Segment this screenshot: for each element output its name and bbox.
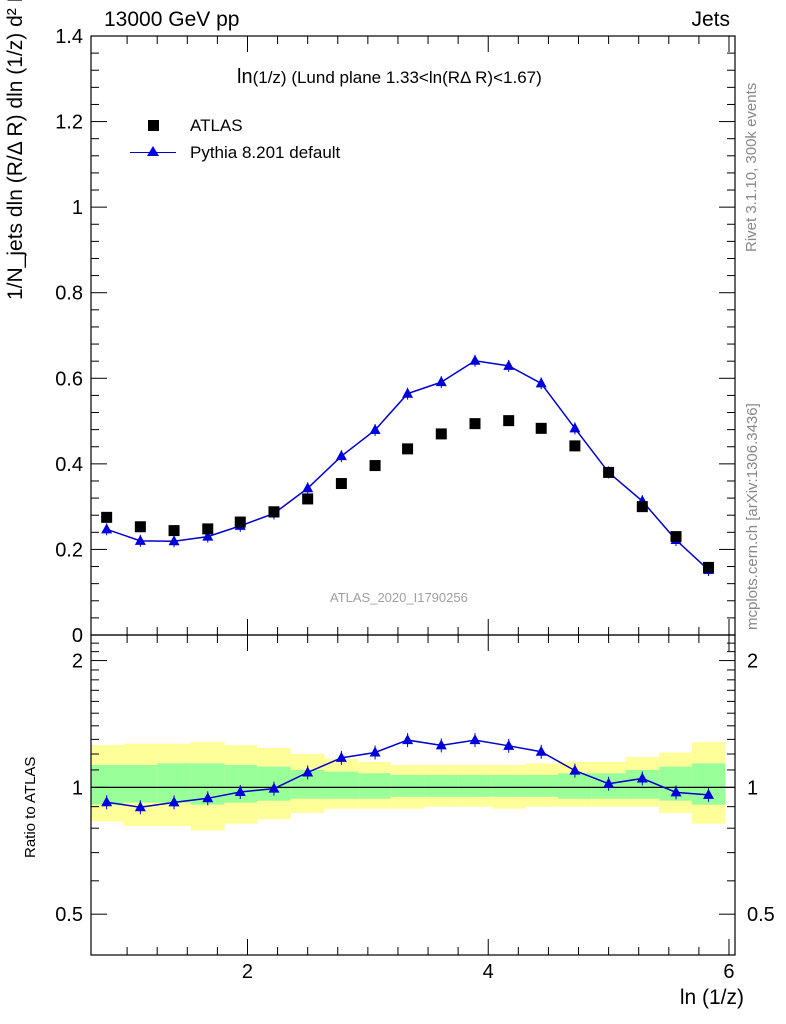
ratio-y-tick-label: 1 bbox=[72, 777, 83, 799]
pythia-point bbox=[302, 482, 314, 493]
ratio-y-tick-label-right: 1 bbox=[747, 777, 758, 799]
y-tick-label: 0.6 bbox=[55, 368, 83, 390]
ratio-point bbox=[636, 772, 648, 783]
atlas-point bbox=[469, 418, 481, 430]
atlas-point bbox=[268, 506, 280, 518]
ratio-point bbox=[335, 751, 347, 762]
atlas-point bbox=[134, 521, 146, 533]
uncertainty-band-inner bbox=[458, 774, 492, 797]
annotation-prefix-sub: (1/z) bbox=[252, 68, 287, 87]
atlas-point bbox=[603, 466, 615, 478]
uncertainty-band-inner bbox=[324, 771, 359, 799]
atlas-point bbox=[369, 460, 381, 472]
uncertainty-band-inner bbox=[123, 765, 158, 803]
analysis-id: ATLAS_2020_I1790256 bbox=[330, 590, 468, 605]
ratio-point bbox=[535, 745, 547, 756]
y-tick-label: 0.4 bbox=[55, 454, 83, 476]
pythia-point bbox=[168, 535, 180, 546]
atlas-point bbox=[636, 501, 648, 513]
ratio-point bbox=[603, 777, 615, 788]
x-tick-label: 6 bbox=[723, 961, 734, 983]
legend-label-pythia: Pythia 8.201 default bbox=[190, 142, 341, 162]
ratio-panel-frame bbox=[90, 634, 736, 956]
uncertainty-band-inner bbox=[224, 765, 258, 803]
atlas-point bbox=[335, 478, 347, 490]
y-axis-label-bottom: Ratio to ATLAS bbox=[22, 756, 39, 858]
ratio-point bbox=[134, 801, 146, 812]
atlas-point bbox=[101, 511, 113, 523]
atlas-point bbox=[234, 516, 246, 528]
ratio-point bbox=[369, 746, 381, 757]
ratio-point bbox=[101, 796, 113, 807]
ratio-y-tick-label: 0.5 bbox=[55, 904, 83, 926]
square-marker-icon bbox=[140, 116, 180, 136]
pythia-point bbox=[569, 422, 581, 433]
ratio-point bbox=[670, 786, 682, 797]
x-axis-label: ln (1/z) bbox=[679, 986, 744, 1009]
ratio-point bbox=[503, 739, 515, 750]
uncertainty-band-inner bbox=[358, 773, 391, 799]
atlas-point bbox=[168, 525, 180, 537]
atlas-point bbox=[670, 531, 682, 543]
atlas-point bbox=[302, 493, 314, 505]
uncertainty-band-inner bbox=[491, 774, 526, 797]
y-tick-label: 1.2 bbox=[55, 112, 83, 134]
x-tick-label: 2 bbox=[242, 961, 253, 983]
atlas-point bbox=[402, 443, 414, 455]
y-tick-label: 0.2 bbox=[55, 539, 83, 561]
y-axis-label-top: 1/N_jets dln (R/Δ R) dln (1/z) d² N_emis… bbox=[4, 0, 27, 300]
annotation-prefix: ln bbox=[237, 66, 253, 88]
annotation-text: (Lund plane 1.33<ln(RΔ R)<1.67) bbox=[291, 68, 542, 87]
ratio-y-tick-label-right: 0.5 bbox=[747, 904, 775, 926]
pythia-point bbox=[369, 424, 381, 435]
pythia-point bbox=[335, 450, 347, 461]
legend-label-atlas: ATLAS bbox=[190, 115, 243, 135]
atlas-point bbox=[703, 561, 715, 573]
pythia-point bbox=[503, 359, 515, 370]
pythia-point bbox=[469, 354, 481, 365]
legend-entry-pythia: Pythia 8.201 default bbox=[130, 139, 341, 166]
collision-label: 13000 GeV pp bbox=[104, 8, 240, 31]
triangle-line-marker-icon bbox=[130, 143, 180, 163]
pythia-point bbox=[134, 534, 146, 545]
uncertainty-band-inner bbox=[525, 774, 559, 797]
x-tick-label: 4 bbox=[483, 961, 494, 983]
ratio-point bbox=[703, 788, 715, 799]
ratio-point bbox=[268, 782, 280, 793]
ratio-point bbox=[234, 786, 246, 797]
y-tick-label: 1 bbox=[72, 197, 83, 219]
atlas-point bbox=[569, 440, 581, 452]
atlas-point bbox=[435, 428, 447, 440]
pythia-point bbox=[535, 377, 547, 388]
process-label: Jets bbox=[691, 8, 730, 31]
uncertainty-band-inner bbox=[390, 774, 425, 797]
y-tick-label: 0 bbox=[72, 625, 83, 647]
observable-annotation: ln(1/z) (Lund plane 1.33<ln(RΔ R)<1.67) bbox=[237, 66, 542, 89]
rivet-version-text: Rivet 3.1.10, 300k events bbox=[743, 82, 760, 252]
pythia-point bbox=[435, 376, 447, 387]
ratio-point bbox=[435, 739, 447, 750]
legend-entry-atlas: ATLAS bbox=[140, 112, 340, 139]
atlas-point bbox=[535, 422, 547, 434]
ratio-y-tick-label-right: 2 bbox=[747, 651, 758, 673]
ratio-point bbox=[469, 734, 481, 745]
ratio-point bbox=[302, 766, 314, 777]
pythia-point bbox=[202, 530, 214, 541]
y-tick-label: 1.4 bbox=[55, 26, 83, 48]
pythia-point bbox=[402, 387, 414, 398]
ratio-point bbox=[402, 734, 414, 745]
y-tick-label: 0.8 bbox=[55, 283, 83, 305]
atlas-point bbox=[503, 415, 515, 427]
ratio-point bbox=[569, 764, 581, 775]
atlas-point bbox=[202, 523, 214, 535]
ratio-point bbox=[202, 792, 214, 803]
pythia-point bbox=[101, 523, 113, 534]
ratio-y-tick-label: 2 bbox=[72, 651, 83, 673]
legend: ATLAS Pythia 8.201 default bbox=[130, 112, 341, 166]
ratio-point bbox=[168, 796, 180, 807]
uncertainty-band-inner bbox=[424, 774, 459, 797]
mcplots-credit-text: mcplots.cern.ch [arXiv:1306.3436] bbox=[744, 403, 761, 630]
